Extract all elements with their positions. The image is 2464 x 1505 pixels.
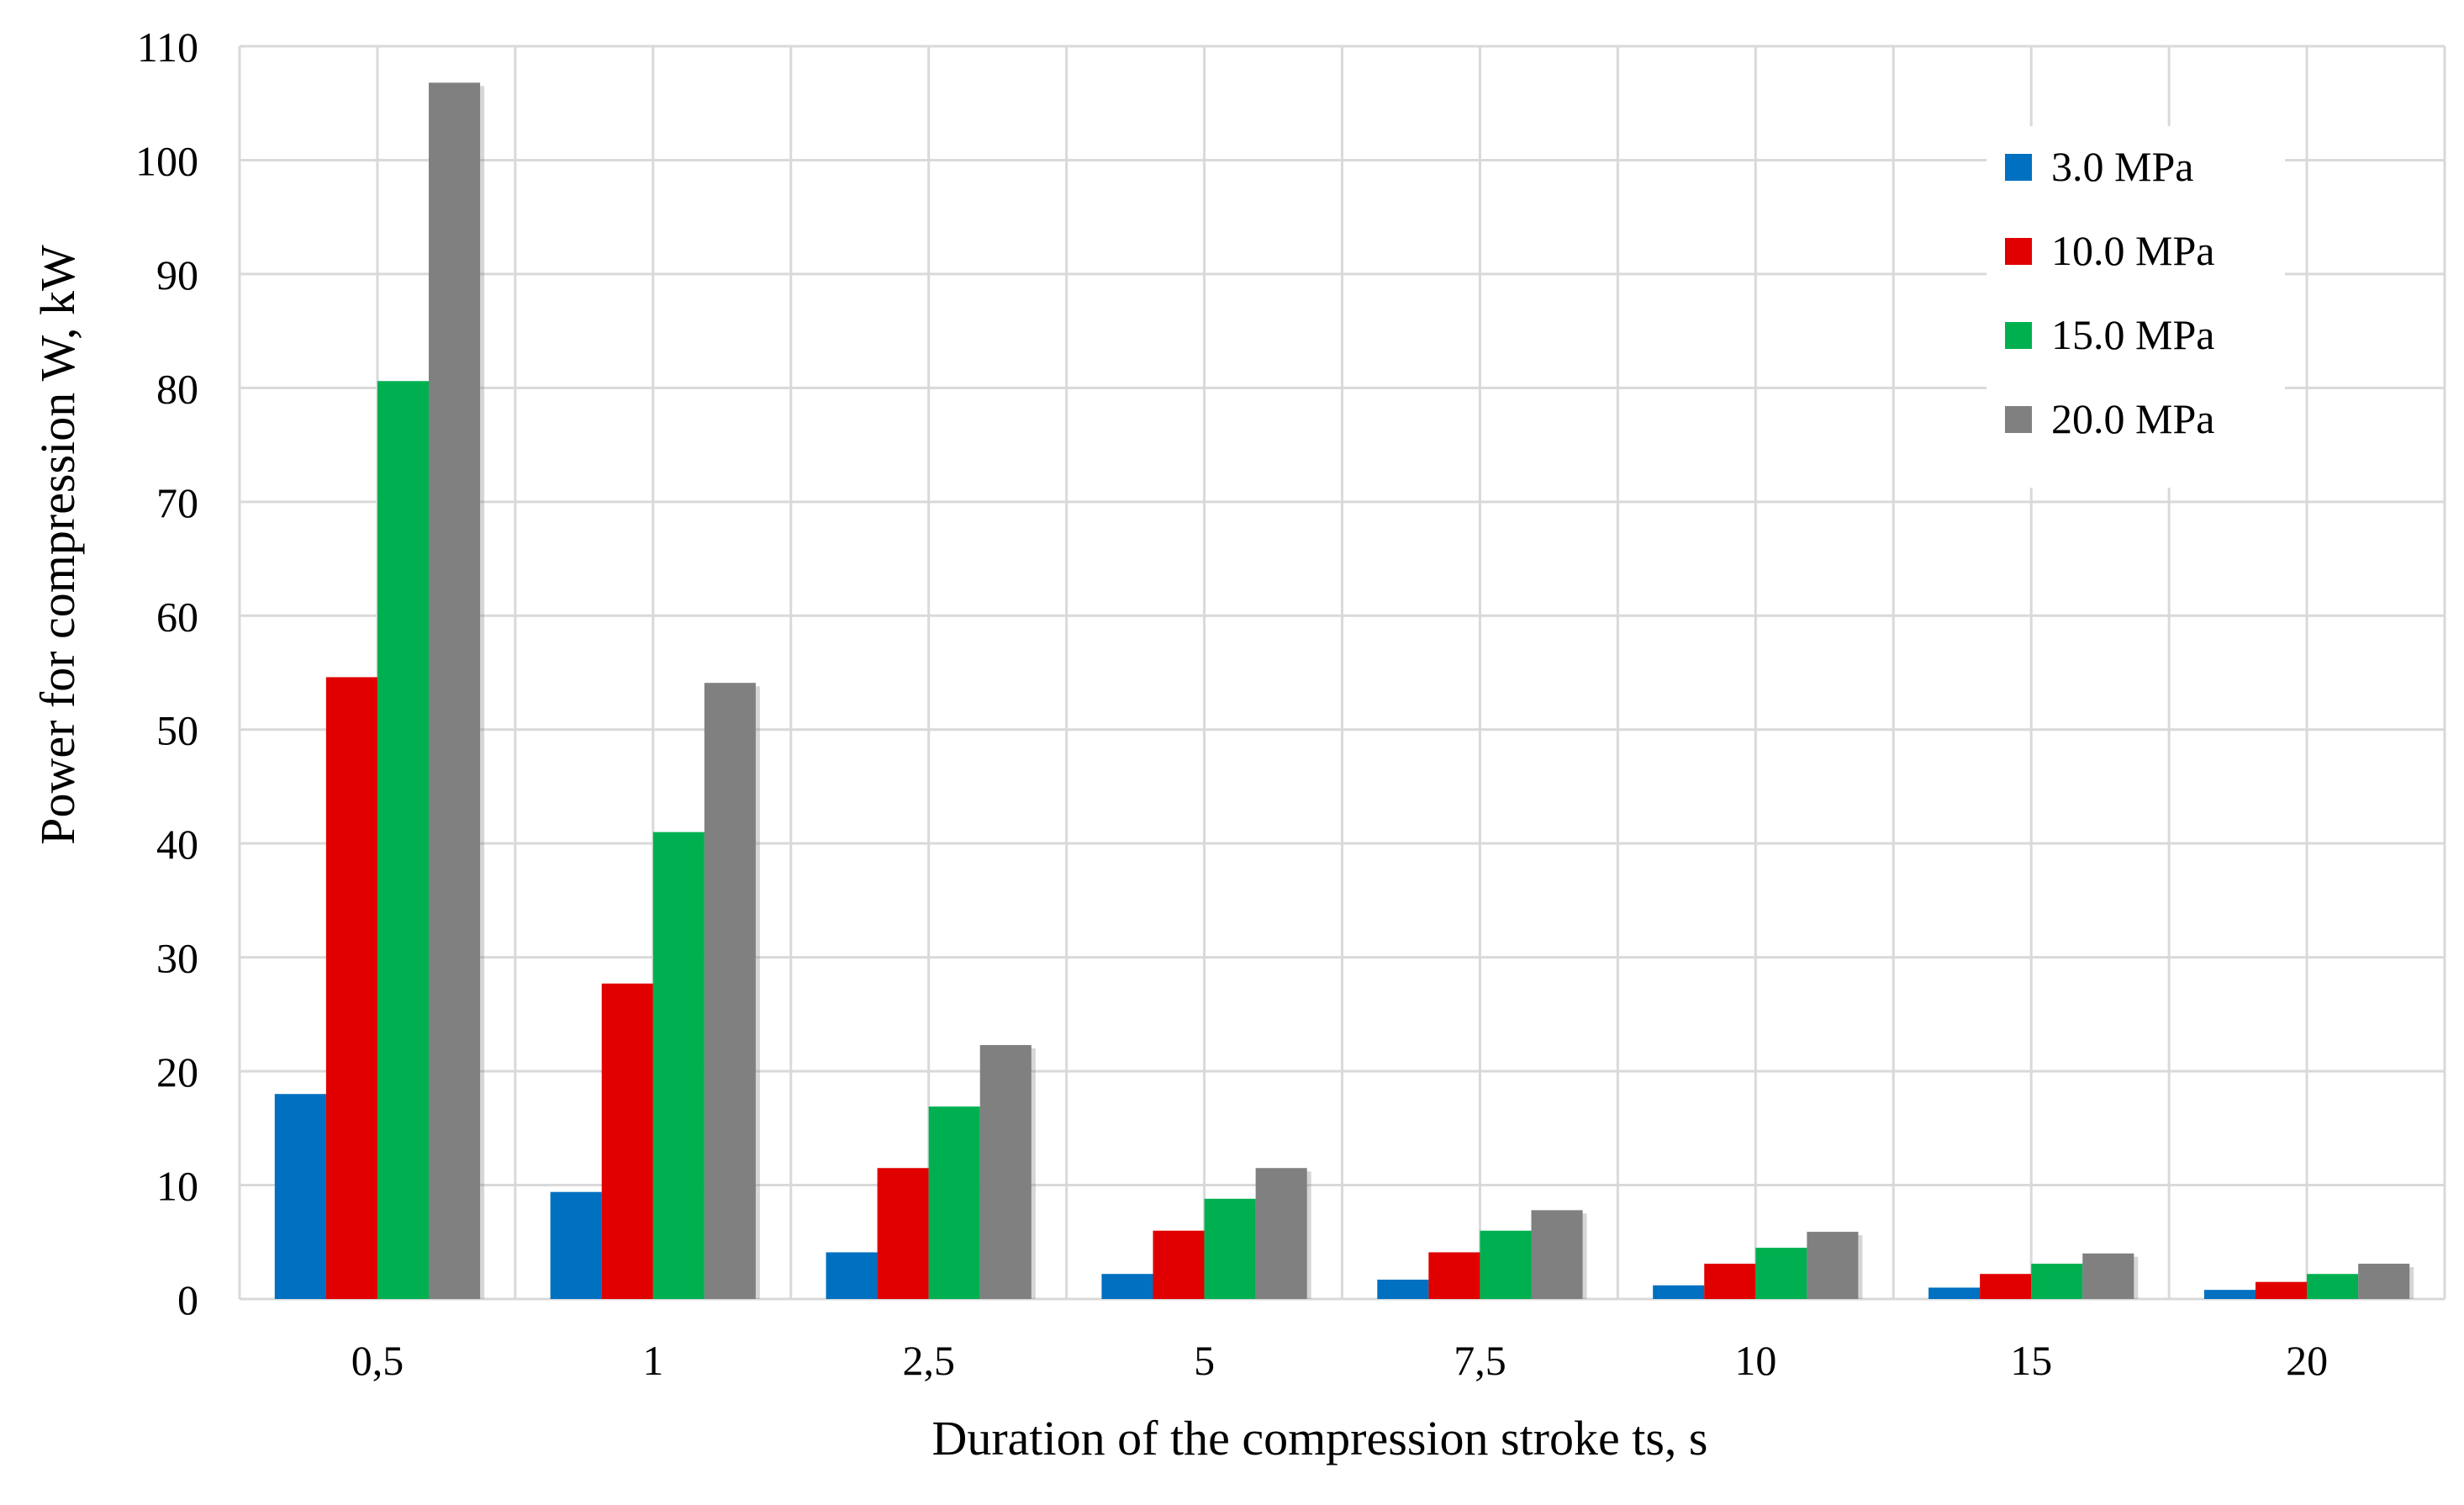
bar-15-0-mpa-7 <box>2307 1274 2359 1299</box>
bar-10-0-mpa-2 <box>877 1168 929 1299</box>
legend-label: 20.0 MPa <box>2051 395 2214 442</box>
bar-3-0-mpa-7 <box>2203 1290 2256 1299</box>
bar-15-0-mpa-1 <box>652 832 704 1299</box>
bar-3-0-mpa-4 <box>1377 1279 1429 1299</box>
legend-swatch <box>2005 322 2032 349</box>
bar-10-0-mpa-7 <box>2255 1281 2308 1299</box>
bar-20-0-mpa-7 <box>2358 1264 2410 1299</box>
bar-3-0-mpa-0 <box>274 1094 326 1299</box>
bar-10-0-mpa-6 <box>1980 1274 2032 1299</box>
y-tick-label: 30 <box>156 935 198 982</box>
bar-20-0-mpa-1 <box>704 683 756 1299</box>
bar-20-0-mpa-2 <box>979 1044 1032 1299</box>
legend: 3.0 MPa 10.0 MPa 15.0 MPa 20.0 MPa <box>1987 126 2285 488</box>
bar-20-0-mpa-6 <box>2082 1253 2134 1299</box>
x-tick-label: 7,5 <box>1454 1337 1506 1384</box>
legend-label: 3.0 MPa <box>2051 143 2193 190</box>
x-tick-label: 2,5 <box>902 1337 955 1384</box>
x-tick-label: 1 <box>642 1337 663 1384</box>
y-tick-label: 110 <box>137 24 198 71</box>
bar-20-0-mpa-5 <box>1807 1232 1859 1299</box>
bar-10-0-mpa-1 <box>601 983 653 1299</box>
legend-label: 15.0 MPa <box>2051 311 2214 358</box>
x-tick-labels: 0,5 1 2,5 5 7,5 10 15 20 <box>351 1337 2328 1384</box>
y-tick-label: 0 <box>177 1276 198 1323</box>
x-tick-label: 5 <box>1194 1337 1215 1384</box>
bar-20-0-mpa-0 <box>429 82 481 1299</box>
legend-swatch <box>2005 406 2032 433</box>
bar-20-0-mpa-4 <box>1531 1210 1583 1299</box>
legend-swatch <box>2005 238 2032 265</box>
bar-10-0-mpa-3 <box>1153 1230 1205 1299</box>
y-tick-label: 60 <box>156 593 198 640</box>
bar-3-0-mpa-6 <box>1928 1287 1981 1299</box>
y-axis-title: Power for compression W, kW <box>30 245 85 845</box>
y-tick-label: 20 <box>156 1048 198 1096</box>
bar-3-0-mpa-3 <box>1101 1274 1153 1299</box>
y-tick-label: 100 <box>135 137 198 184</box>
y-tick-labels: 0 10 20 30 40 50 60 70 80 90 100 110 <box>135 24 198 1323</box>
bar-10-0-mpa-5 <box>1704 1264 1756 1299</box>
bar-15-0-mpa-5 <box>1755 1248 1807 1299</box>
bar-15-0-mpa-4 <box>1480 1230 1532 1299</box>
bar-15-0-mpa-6 <box>2031 1264 2083 1299</box>
y-tick-label: 80 <box>156 365 198 412</box>
x-tick-label: 15 <box>2010 1337 2052 1384</box>
bar-15-0-mpa-3 <box>1204 1198 1256 1299</box>
y-tick-label: 50 <box>156 707 198 754</box>
legend-box <box>1987 126 2285 488</box>
bar-10-0-mpa-4 <box>1428 1252 1480 1299</box>
bar-3-0-mpa-1 <box>550 1191 602 1299</box>
bar-10-0-mpa-0 <box>325 677 377 1299</box>
legend-label: 10.0 MPa <box>2051 227 2214 274</box>
y-tick-label: 10 <box>156 1163 198 1210</box>
bar-15-0-mpa-2 <box>928 1106 980 1299</box>
bar-3-0-mpa-2 <box>826 1252 878 1299</box>
x-axis-title: Duration of the compression stroke ts, s <box>931 1411 1707 1465</box>
bar-20-0-mpa-3 <box>1255 1168 1307 1299</box>
x-tick-label: 10 <box>1734 1337 1776 1384</box>
y-tick-label: 90 <box>156 251 198 298</box>
y-tick-label: 70 <box>156 479 198 526</box>
x-tick-label: 0,5 <box>351 1337 404 1384</box>
x-tick-label: 20 <box>2286 1337 2328 1384</box>
bars <box>274 82 2414 1300</box>
bar-3-0-mpa-5 <box>1653 1285 1705 1299</box>
y-tick-label: 40 <box>156 821 198 868</box>
bar-15-0-mpa-0 <box>377 381 430 1300</box>
legend-swatch <box>2005 154 2032 181</box>
